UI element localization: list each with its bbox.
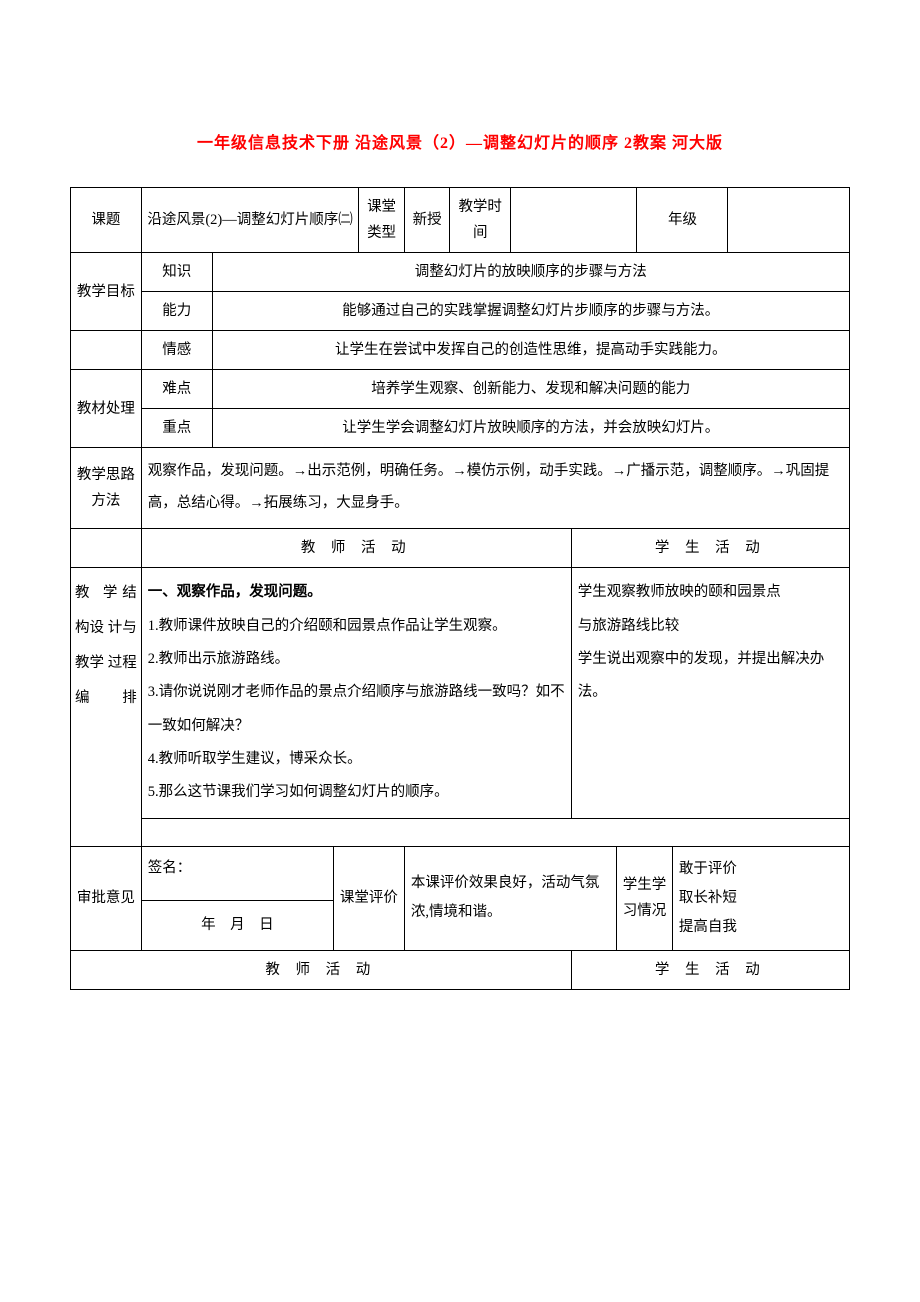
- time-label: 教学时间: [450, 187, 511, 252]
- topic-label: 课题: [71, 187, 142, 252]
- teacher-step-2: 2.教师出示旅游路线。: [148, 643, 565, 676]
- teacher-step-5: 5.那么这节课我们学习如何调整幻灯片的顺序。: [148, 776, 565, 809]
- material-label: 教材处理: [71, 370, 142, 448]
- eval-text: 本课评价效果良好，活动气氛浓,情境和谐。: [404, 846, 616, 950]
- class-type-label: 课堂类型: [359, 187, 405, 252]
- structure-spacer: [141, 818, 849, 846]
- structure-blank: [71, 529, 142, 568]
- hard-label: 难点: [141, 370, 212, 409]
- page-title: 一年级信息技术下册 沿途风景（2）—调整幻灯片的顺序 2教案 河大版: [70, 130, 850, 159]
- ability-label: 能力: [141, 292, 212, 331]
- goals-empty: [71, 331, 142, 370]
- section-title: 一、观察作品，发现问题。: [148, 576, 565, 609]
- key-label: 重点: [141, 409, 212, 448]
- hard-value: 培养学生观察、创新能力、发现和解决问题的能力: [212, 370, 849, 409]
- grade-label: 年级: [637, 187, 728, 252]
- ability-value: 能够通过自己的实践掌握调整幻灯片步顺序的步骤与方法。: [212, 292, 849, 331]
- teacher-header: 教 师 活 动: [141, 529, 571, 568]
- goals-label: 教学目标: [71, 252, 142, 330]
- review-label: 审批意见: [71, 846, 142, 950]
- teacher-step-3: 3.请你说说刚才老师作品的景点介绍顺序与旅游路线一致吗？如不一致如何解决？: [148, 676, 565, 743]
- knowledge-label: 知识: [141, 252, 212, 291]
- method-label: 教学思路方法: [71, 448, 142, 529]
- student-header: 学 生 活 动: [571, 529, 849, 568]
- eval-label: 课堂评价: [334, 846, 405, 950]
- topic-value: 沿途风景(2)—调整幻灯片顺序㈡: [141, 187, 359, 252]
- key-value: 让学生学会调整幻灯片放映顺序的方法，并会放映幻灯片。: [212, 409, 849, 448]
- student-activity: 学生观察教师放映的颐和园景点 与旅游路线比较 学生说出观察中的发现，并提出解决办…: [571, 568, 849, 818]
- structure-label: 教 学结 构设 计与 教学 过程 编排: [71, 568, 142, 846]
- teacher-activity: 一、观察作品，发现问题。 1.教师课件放映自己的介绍颐和园景点作品让学生观察。 …: [141, 568, 571, 818]
- knowledge-value: 调整幻灯片的放映顺序的步骤与方法: [212, 252, 849, 291]
- date-label: 年 月 日: [141, 901, 333, 950]
- emotion-label: 情感: [141, 331, 212, 370]
- study-label: 学生学习情况: [617, 846, 673, 950]
- method-value: 观察作品，发现问题。→出示范例，明确任务。→模仿示例，动手实践。→广播示范，调整…: [141, 448, 849, 529]
- footer-student: 学 生 活 动: [571, 950, 849, 989]
- study-text: 敢于评价 取长补短 提高自我: [672, 846, 849, 950]
- grade-value: [728, 187, 850, 252]
- footer-teacher: 教 师 活 动: [71, 950, 572, 989]
- time-value: [511, 187, 637, 252]
- emotion-value: 让学生在尝试中发挥自己的创造性思维，提高动手实践能力。: [212, 331, 849, 370]
- class-type-value: 新授: [404, 187, 450, 252]
- teacher-step-4: 4.教师听取学生建议，博采众长。: [148, 743, 565, 776]
- sign-label: 签名：: [141, 846, 333, 901]
- lesson-plan-table: 课题 沿途风景(2)—调整幻灯片顺序㈡ 课堂类型 新授 教学时间 年级 教学目标…: [70, 187, 850, 990]
- teacher-step-1: 1.教师课件放映自己的介绍颐和园景点作品让学生观察。: [148, 610, 565, 643]
